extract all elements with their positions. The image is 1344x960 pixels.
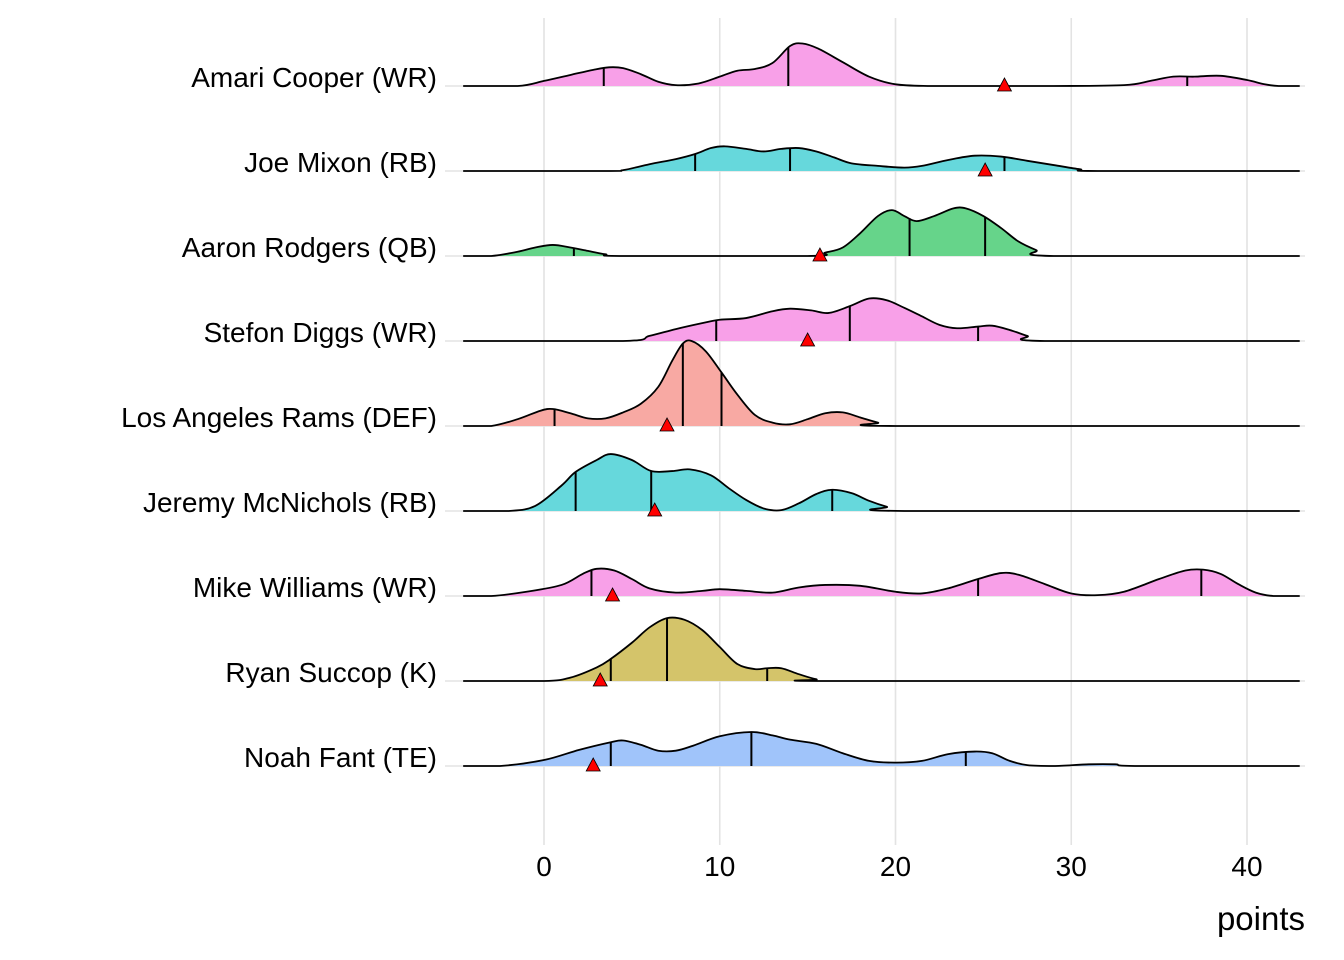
y-category-label: Jeremy McNichols (RB) [143,487,437,518]
density-fill [463,207,1300,256]
density-fill [463,731,1300,766]
projection-marker [585,757,601,772]
ridge-mike-williams-wr [463,567,1300,602]
density-fill [463,617,1300,681]
x-axis-title: points [1217,900,1305,937]
x-tick-label: 30 [1056,851,1087,882]
projection-marker [647,502,663,517]
density-outline [463,453,1300,512]
density-outline [463,567,1300,597]
x-axis-ticks: 0 10 20 30 40 [536,851,1262,882]
y-category-label: Amari Cooper (WR) [191,62,437,93]
ridge-ryan-succop-k [463,616,1300,687]
y-category-label: Joe Mixon (RB) [244,147,437,178]
projection-marker [977,162,993,177]
x-tick-label: 0 [536,851,552,882]
y-category-label: Los Angeles Rams (DEF) [121,402,437,433]
y-category-label: Stefon Diggs (WR) [204,317,437,348]
projection-marker [659,417,675,432]
ridge-jeremy-mcnichols-rb [463,453,1300,517]
projection-marker [799,332,816,347]
density-fill [463,298,1300,341]
y-category-label: Mike Williams (WR) [193,572,437,603]
ridge-los-angeles-rams-def [463,339,1300,432]
ridge-layer [463,42,1300,772]
density-outline [463,42,1300,87]
ridge-noah-fant-te [463,731,1300,772]
x-tick-label: 10 [704,851,735,882]
projection-marker [996,77,1013,92]
density-fill [463,146,1300,171]
projection-marker [592,672,608,687]
ridge-aaron-rodgers-qb [463,206,1300,262]
ridge-amari-cooper-wr [463,42,1300,92]
density-outline [463,145,1300,172]
density-fill [463,454,1300,511]
density-outline [463,206,1300,257]
ridge-joe-mixon-rb [463,145,1300,177]
density-fill [463,340,1300,426]
density-fill [463,43,1300,86]
y-category-label: Aaron Rodgers (QB) [182,232,437,263]
density-outline [463,731,1300,767]
y-category-label: Ryan Succop (K) [225,657,437,688]
y-category-label: Noah Fant (TE) [244,742,437,773]
density-outline [463,339,1300,427]
y-axis-labels: Amari Cooper (WR) Joe Mixon (RB) Aaron Rod… [121,62,437,773]
density-outline [463,616,1300,682]
projection-marker [604,587,621,602]
x-tick-label: 40 [1231,851,1262,882]
grid-layer [445,18,1305,845]
projection-marker [812,247,828,262]
density-outline [463,297,1300,342]
ridge-stefon-diggs-wr [463,297,1300,347]
density-fill [463,568,1300,596]
x-tick-label: 20 [880,851,911,882]
